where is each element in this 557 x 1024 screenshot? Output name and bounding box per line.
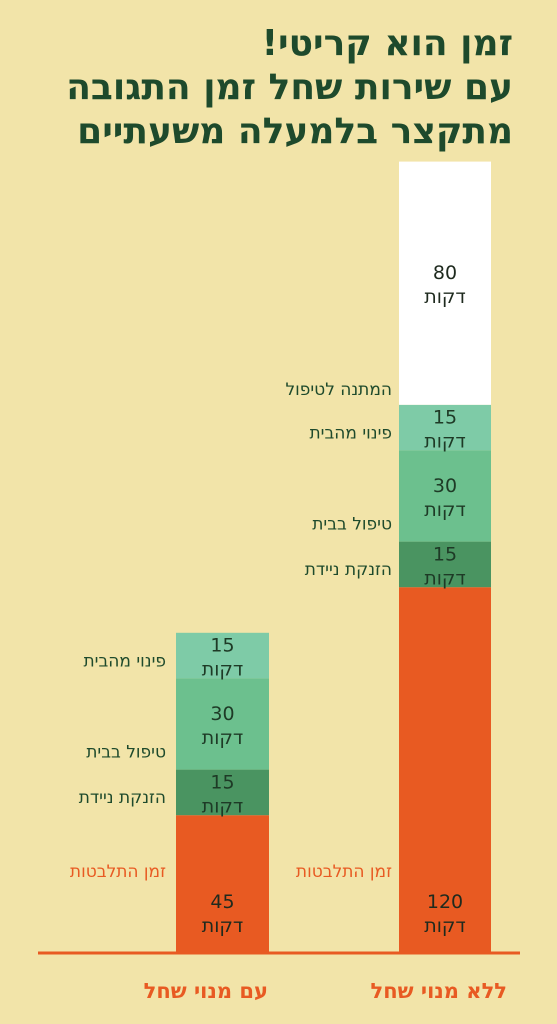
series-label-home-treatment-2: טיפול בבית — [86, 743, 166, 763]
value-label-decision-time-1: 120 — [427, 891, 463, 913]
unit-label-decision-time-1: דקות — [424, 915, 466, 937]
title-line-1: זמן הוא קריטי! — [261, 23, 513, 64]
bar-segment-evacuation-2 — [176, 632, 269, 679]
series-label-evacuation-1: פינוי מהבית — [309, 423, 392, 443]
value-label-evacuation-2: 15 — [210, 635, 234, 657]
value-label-decision-time-2: 45 — [210, 891, 234, 913]
bar-segment-evacuation-1 — [399, 404, 491, 451]
series-label-ambulance-dispatch-2: הזנקת ניידת — [79, 788, 166, 808]
value-label-waiting-1: 80 — [433, 262, 457, 284]
series-label-decision-time-1: זמן התלבטות — [296, 862, 392, 882]
unit-label-evacuation-2: דקות — [202, 659, 244, 681]
category-label-2: עם מנוי שחל — [144, 979, 268, 1003]
value-label-ambulance-dispatch-1: 15 — [433, 543, 457, 565]
bar-segment-decision-time-2 — [176, 815, 269, 952]
value-label-home-treatment-2: 30 — [210, 703, 234, 725]
unit-label-ambulance-dispatch-1: דקות — [424, 567, 466, 589]
bar-segment-home-treatment-2 — [176, 678, 269, 770]
title-line-2: עם שירות שחל זמן התגובה — [66, 67, 513, 108]
series-label-waiting-1: המתנה לטיפול — [285, 380, 392, 400]
bar-segment-ambulance-dispatch-1 — [399, 541, 491, 588]
value-label-evacuation-1: 15 — [433, 407, 457, 429]
unit-label-home-treatment-1: דקות — [424, 499, 466, 521]
bar-segment-waiting-1 — [399, 161, 491, 405]
unit-label-waiting-1: דקות — [424, 286, 466, 308]
unit-label-ambulance-dispatch-2: דקות — [202, 795, 244, 817]
unit-label-home-treatment-2: דקות — [202, 727, 244, 749]
bar-segment-home-treatment-1 — [399, 450, 491, 542]
chart-title: זמן הוא קריטי! עם שירות שחל זמן התגובה מ… — [13, 22, 513, 154]
bar-segment-decision-time-1 — [399, 587, 491, 952]
series-label-evacuation-2: פינוי מהבית — [83, 651, 166, 671]
value-label-home-treatment-1: 30 — [433, 475, 457, 497]
category-label-1: ללא מנוי שחל — [371, 979, 507, 1003]
bar-segment-ambulance-dispatch-2 — [176, 769, 269, 816]
series-label-ambulance-dispatch-1: הזנקת ניידת — [305, 560, 392, 580]
series-label-home-treatment-1: טיפול בבית — [312, 515, 392, 535]
unit-label-decision-time-2: דקות — [202, 915, 244, 937]
series-label-decision-time-2: זמן התלבטות — [70, 862, 166, 882]
title-line-3: מתקצר בלמעלה משעתיים — [77, 111, 513, 152]
unit-label-evacuation-1: דקות — [424, 431, 466, 453]
value-label-ambulance-dispatch-2: 15 — [210, 771, 234, 793]
